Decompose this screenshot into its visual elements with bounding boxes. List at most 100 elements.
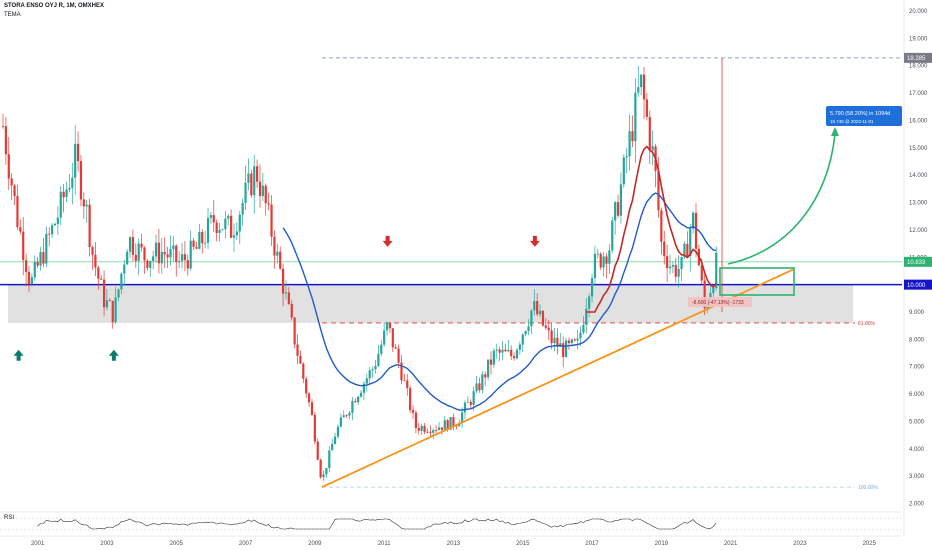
candle-body — [371, 369, 374, 371]
candle — [648, 110, 651, 165]
candle-body — [348, 412, 351, 416]
candle — [550, 323, 553, 350]
candle-body — [149, 260, 152, 268]
candle — [677, 255, 680, 288]
candle — [39, 246, 42, 271]
candle-body — [588, 296, 591, 309]
candle — [123, 260, 126, 286]
candle-body — [619, 184, 623, 216]
candle — [305, 376, 308, 398]
candle-body — [227, 215, 230, 219]
candle — [611, 216, 614, 253]
price-badge-label: 10.833 — [907, 260, 926, 266]
rsi-label: RSI — [4, 515, 15, 521]
candle — [331, 438, 334, 451]
candle-body — [582, 324, 585, 333]
chart-title: STORA ENSO OYJ R, 1M, OMXHEX — [4, 3, 105, 9]
candle-body — [264, 185, 267, 204]
candle-body — [666, 256, 669, 269]
candle-body — [478, 383, 481, 391]
y-tick-label: 4.000 — [909, 447, 925, 453]
x-tick-label: 2007 — [239, 541, 253, 547]
candle-body — [605, 256, 608, 264]
fib-label: 61.80% — [858, 321, 876, 327]
candle — [689, 223, 692, 272]
x-tick-label: 2019 — [655, 541, 669, 547]
candle — [65, 181, 68, 203]
candle — [541, 310, 545, 327]
candle — [645, 92, 649, 121]
candle — [492, 348, 495, 369]
candle-body — [712, 288, 715, 294]
candle — [82, 192, 85, 219]
candle — [388, 321, 392, 333]
candle-body — [123, 264, 126, 274]
candle — [484, 371, 487, 386]
candle — [576, 329, 579, 350]
candle — [238, 210, 241, 245]
candle — [102, 270, 106, 317]
candle — [62, 183, 65, 213]
candle-body — [316, 441, 319, 460]
candle — [166, 246, 169, 269]
candle — [567, 337, 571, 351]
candle-body — [455, 425, 458, 427]
candle — [686, 231, 689, 257]
candle-body — [198, 232, 201, 249]
candle-body — [102, 279, 106, 308]
candle — [538, 304, 542, 318]
candle — [530, 309, 533, 334]
signal-markers — [13, 235, 540, 361]
candle-body — [680, 256, 683, 269]
candle-body — [27, 271, 31, 284]
candle — [521, 333, 524, 353]
candle-body — [518, 344, 521, 350]
candle-body — [186, 260, 189, 269]
candle — [163, 237, 166, 268]
candle-body — [169, 249, 172, 258]
candle — [666, 244, 669, 283]
candle — [515, 348, 519, 360]
candle — [88, 198, 91, 257]
target-box — [826, 106, 902, 126]
price-badge: 10.833 — [904, 256, 932, 267]
candle — [146, 259, 149, 271]
candle-body — [30, 277, 33, 284]
candle-body — [53, 223, 57, 226]
candle-body — [640, 74, 643, 88]
projection-arrowhead — [831, 127, 839, 136]
candle-body — [383, 330, 386, 345]
candle — [42, 237, 45, 268]
candle — [625, 147, 628, 174]
candle — [250, 169, 253, 198]
candle — [628, 114, 631, 171]
candle-body — [475, 383, 478, 392]
candle-body — [244, 182, 247, 203]
candle-body — [648, 116, 651, 151]
candle — [322, 470, 325, 481]
candle-body — [435, 429, 438, 431]
candle-body — [331, 444, 334, 451]
candle — [703, 272, 706, 316]
candle-body — [172, 245, 175, 250]
candle-body — [564, 340, 568, 358]
candle — [45, 226, 48, 268]
candle — [674, 257, 677, 283]
candle-body — [365, 378, 368, 384]
candle-body — [299, 355, 302, 364]
candle-body — [541, 310, 545, 326]
candle — [209, 212, 212, 224]
candle — [36, 257, 39, 268]
candle-body — [538, 310, 542, 315]
price-badge-label: 10.000 — [907, 283, 926, 289]
candle — [432, 428, 435, 440]
indicator-label: TEMA — [4, 12, 21, 18]
candle — [339, 413, 342, 428]
candle-body — [163, 252, 166, 255]
candle-body — [65, 189, 68, 198]
candle — [276, 243, 279, 264]
candle-body — [305, 378, 308, 394]
candle-body — [253, 166, 256, 196]
candle — [224, 211, 227, 239]
